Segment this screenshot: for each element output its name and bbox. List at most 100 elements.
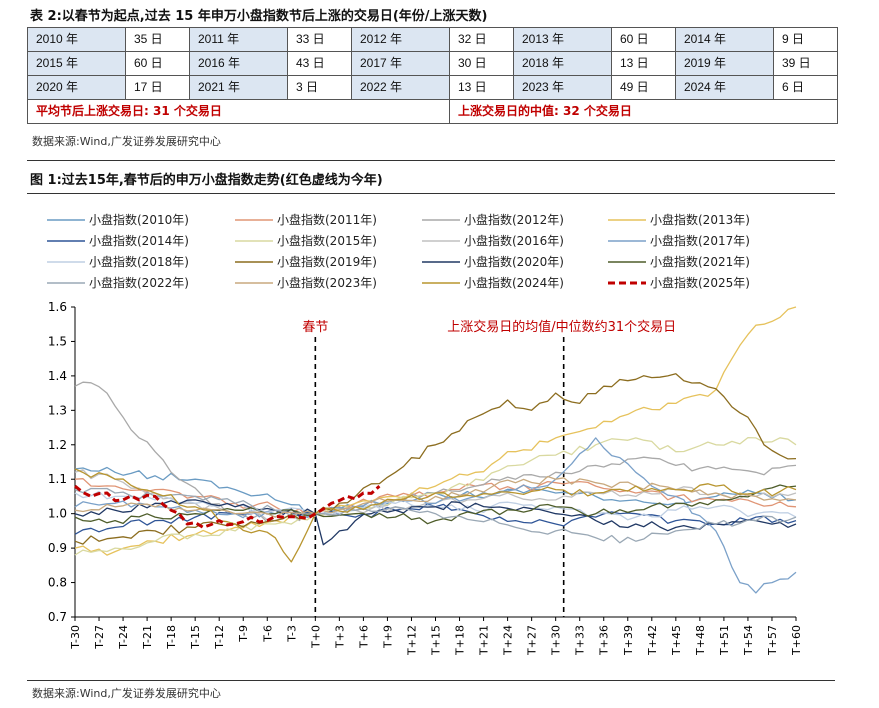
- x-tick-label: T-21: [141, 625, 154, 650]
- x-tick-label: T+18: [454, 625, 467, 656]
- divider-line: [27, 160, 835, 161]
- x-tick-label: T+30: [550, 625, 563, 656]
- y-tick-label: 1.1: [48, 472, 67, 486]
- series-line: [74, 381, 797, 523]
- x-tick-label: T+3: [333, 625, 346, 649]
- x-tick-label: T+39: [622, 625, 635, 656]
- year-cell: 2015 年: [27, 51, 126, 76]
- days-cell: 9 日: [773, 27, 838, 52]
- legend-label: 小盘指数(2019年): [277, 254, 377, 269]
- legend-label: 小盘指数(2015年): [277, 233, 377, 248]
- y-tick-label: 1.4: [48, 369, 67, 383]
- y-axis: 0.7 0.8 0.9 1.0 1.1 1.2 1.3 1.4 1.5 1.6: [48, 300, 76, 624]
- median-summary: 上涨交易日的中值: 32 个交易日: [449, 99, 838, 124]
- legend-label: 小盘指数(2021年): [650, 254, 750, 269]
- series-line: [74, 475, 797, 518]
- y-tick-label: 0.9: [48, 541, 67, 555]
- legend-label: 小盘指数(2011年): [277, 212, 377, 227]
- x-tick-label: T+42: [646, 625, 659, 656]
- year-cell: 2012 年: [351, 27, 450, 52]
- year-cell: 2016 年: [189, 51, 288, 76]
- x-tick-label: T-9: [237, 625, 250, 643]
- x-tick-label: T+0: [309, 625, 322, 649]
- divider-line: [27, 680, 835, 681]
- legend-label: 小盘指数(2014年): [89, 233, 189, 248]
- legend-label: 小盘指数(2018年): [89, 254, 189, 269]
- summary-row: 平均节后上涨交易日: 31 个交易日 上涨交易日的中值: 32 个交易日: [27, 99, 838, 124]
- annotation-label: 上涨交易日的均值/中位数约31个交易日: [447, 319, 676, 335]
- x-tick-label: T+51: [718, 625, 731, 656]
- y-tick-label: 1.3: [48, 403, 67, 417]
- days-cell: 13 日: [449, 75, 514, 100]
- figure-title: 图 1:过去15年,春节后的申万小盘指数走势(红色虚线为今年): [30, 173, 383, 188]
- legend-label: 小盘指数(2016年): [464, 233, 564, 248]
- days-cell: 3 日: [287, 75, 352, 100]
- y-tick-label: 0.8: [48, 576, 67, 590]
- x-tick-label: T+24: [502, 625, 515, 656]
- x-tick-label: T+54: [742, 625, 755, 656]
- figure-source: 数据来源:Wind,广发证券发展研究中心: [32, 687, 221, 700]
- year-cell: 2023 年: [513, 75, 612, 100]
- days-cell: 60 日: [611, 27, 676, 52]
- y-tick-label: 1.6: [48, 300, 67, 314]
- annotation-label: 春节: [302, 320, 328, 335]
- legend-label: 小盘指数(2013年): [650, 212, 750, 227]
- legend-label: 小盘指数(2024年): [464, 275, 564, 290]
- days-cell: 6 日: [773, 75, 838, 100]
- x-tick-label: T+6: [357, 625, 370, 649]
- year-cell: 2014 年: [675, 27, 774, 52]
- x-tick-label: T-12: [213, 625, 226, 650]
- series-line: [74, 437, 797, 594]
- legend-label: 小盘指数(2012年): [464, 212, 564, 227]
- y-tick-label: 1.0: [48, 507, 67, 521]
- series-line: [74, 487, 797, 544]
- year-cell: 2024 年: [675, 75, 774, 100]
- x-axis: T-30 T-27 T-24 T-21 T-18 T-15 T-12 T-9 T-6 T-3 T+0…: [69, 616, 803, 656]
- legend-label: 小盘指数(2025年): [650, 275, 750, 290]
- x-tick-label: T-18: [165, 625, 178, 650]
- y-tick-label: 1.5: [48, 334, 67, 348]
- days-cell: 30 日: [449, 51, 514, 76]
- series-line: [74, 484, 797, 525]
- table-source: 数据来源:Wind,广发证券发展研究中心: [32, 135, 221, 148]
- year-cell: 2013 年: [513, 27, 612, 52]
- x-tick-label: T-24: [117, 625, 130, 650]
- x-tick-label: T+57: [766, 625, 779, 656]
- year-cell: 2018 年: [513, 51, 612, 76]
- reference-lines: [314, 337, 565, 617]
- x-tick-label: T-30: [69, 625, 82, 650]
- legend-label: 小盘指数(2022年): [89, 275, 189, 290]
- x-tick-label: T+21: [478, 625, 491, 656]
- year-cell: 2011 年: [189, 27, 288, 52]
- series-line: [74, 484, 381, 529]
- year-cell: 2021 年: [189, 75, 288, 100]
- legend: 小盘指数(2010年) 小盘指数(2011年) 小盘指数(2012年) 小盘指数(20…: [47, 212, 750, 290]
- mean-summary: 平均节后上涨交易日: 31 个交易日: [27, 99, 450, 124]
- series-line: [74, 373, 797, 545]
- series-line: [74, 468, 797, 563]
- legend-label: 小盘指数(2010年): [89, 212, 189, 227]
- legend-label: 小盘指数(2017年): [650, 233, 750, 248]
- days-cell: 17 日: [125, 75, 190, 100]
- x-tick-label: T+45: [670, 625, 683, 656]
- annotations: 春节 上涨交易日的均值/中位数约31个交易日: [302, 319, 676, 335]
- divider-line: [27, 193, 835, 194]
- x-tick-label: T-3: [285, 625, 298, 643]
- y-tick-label: 0.7: [48, 610, 67, 624]
- year-cell: 2022 年: [351, 75, 450, 100]
- plot-area: [74, 306, 797, 594]
- series-line: [74, 499, 797, 546]
- days-cell: 39 日: [773, 51, 838, 76]
- x-tick-label: T+15: [430, 625, 443, 656]
- x-tick-label: T+12: [405, 625, 418, 656]
- year-cell: 2019 年: [675, 51, 774, 76]
- x-tick-label: T+60: [790, 625, 803, 656]
- x-tick-label: T+9: [381, 625, 394, 649]
- x-tick-label: T-6: [261, 625, 274, 643]
- legend-label: 小盘指数(2020年): [464, 254, 564, 269]
